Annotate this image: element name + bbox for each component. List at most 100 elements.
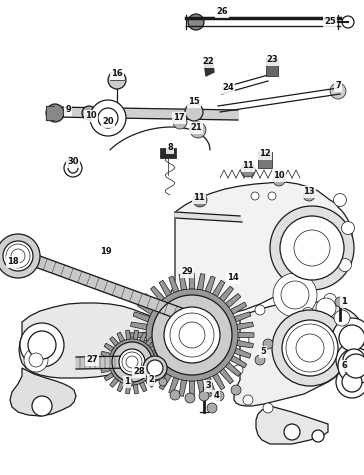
Circle shape [316,298,336,318]
Polygon shape [110,337,119,346]
Circle shape [188,14,204,30]
Circle shape [125,379,133,387]
Polygon shape [197,274,205,290]
Polygon shape [131,340,147,348]
Polygon shape [117,382,124,392]
Polygon shape [46,106,54,120]
Text: 18: 18 [7,257,19,266]
Bar [258,152,272,168]
Polygon shape [205,377,215,394]
Circle shape [334,310,350,326]
Polygon shape [126,330,131,340]
Polygon shape [153,351,163,358]
Circle shape [251,192,259,200]
Polygon shape [153,366,163,373]
Circle shape [330,83,346,99]
Polygon shape [213,280,225,297]
Circle shape [32,396,52,416]
Polygon shape [133,384,138,394]
Circle shape [239,335,249,345]
Polygon shape [101,351,111,358]
Text: 15: 15 [188,97,200,106]
Polygon shape [150,286,165,302]
Polygon shape [100,360,109,364]
Circle shape [333,193,347,207]
Circle shape [312,430,324,442]
Circle shape [179,322,205,348]
Polygon shape [219,369,233,384]
Circle shape [170,313,214,357]
Circle shape [173,115,187,129]
Polygon shape [137,355,154,368]
Text: 10: 10 [85,112,97,121]
Circle shape [301,307,314,321]
Circle shape [207,403,217,413]
Text: 21: 21 [190,124,202,133]
Circle shape [243,395,253,405]
Circle shape [68,163,78,173]
Circle shape [344,354,364,378]
Text: 27: 27 [86,355,98,364]
Polygon shape [139,332,147,342]
Circle shape [28,331,56,359]
Circle shape [108,71,126,89]
Polygon shape [131,322,147,330]
Circle shape [294,230,330,266]
Bar [266,58,278,76]
Text: 10: 10 [273,171,285,180]
Circle shape [343,349,364,371]
Circle shape [29,353,43,367]
Text: 26: 26 [216,8,228,17]
Circle shape [64,159,82,177]
Polygon shape [179,274,187,290]
Polygon shape [256,406,328,444]
Text: 14: 14 [227,274,239,283]
Polygon shape [234,312,251,322]
Circle shape [339,258,352,272]
Polygon shape [237,340,253,348]
Circle shape [268,192,276,200]
Text: 2: 2 [148,376,154,384]
Circle shape [6,244,30,268]
Polygon shape [76,356,132,369]
Polygon shape [234,302,362,406]
Circle shape [126,356,138,368]
Circle shape [3,241,33,271]
Circle shape [342,372,362,392]
Circle shape [338,348,364,384]
Polygon shape [126,384,131,394]
Circle shape [339,325,364,351]
Circle shape [143,356,167,380]
Circle shape [203,387,213,397]
Circle shape [280,216,344,280]
Text: 3: 3 [205,381,211,390]
Polygon shape [169,276,179,293]
Circle shape [159,378,167,386]
Circle shape [122,352,142,372]
Polygon shape [234,348,251,358]
Text: 12: 12 [259,150,271,159]
Polygon shape [143,362,159,377]
Text: 20: 20 [102,117,114,126]
Circle shape [342,16,354,28]
Circle shape [112,342,152,382]
Polygon shape [52,107,238,120]
Polygon shape [143,294,159,308]
Circle shape [147,360,163,376]
Polygon shape [19,303,165,378]
Polygon shape [197,380,205,397]
Polygon shape [150,343,160,352]
Text: 1: 1 [341,297,347,306]
Polygon shape [225,362,241,377]
Circle shape [296,334,324,362]
Polygon shape [189,381,195,397]
Circle shape [263,339,273,349]
Circle shape [11,249,25,263]
Text: 29: 29 [181,267,193,276]
Polygon shape [230,302,247,314]
Circle shape [146,377,154,385]
Polygon shape [101,366,111,373]
Circle shape [214,391,224,401]
Polygon shape [219,286,233,302]
Circle shape [152,295,232,375]
